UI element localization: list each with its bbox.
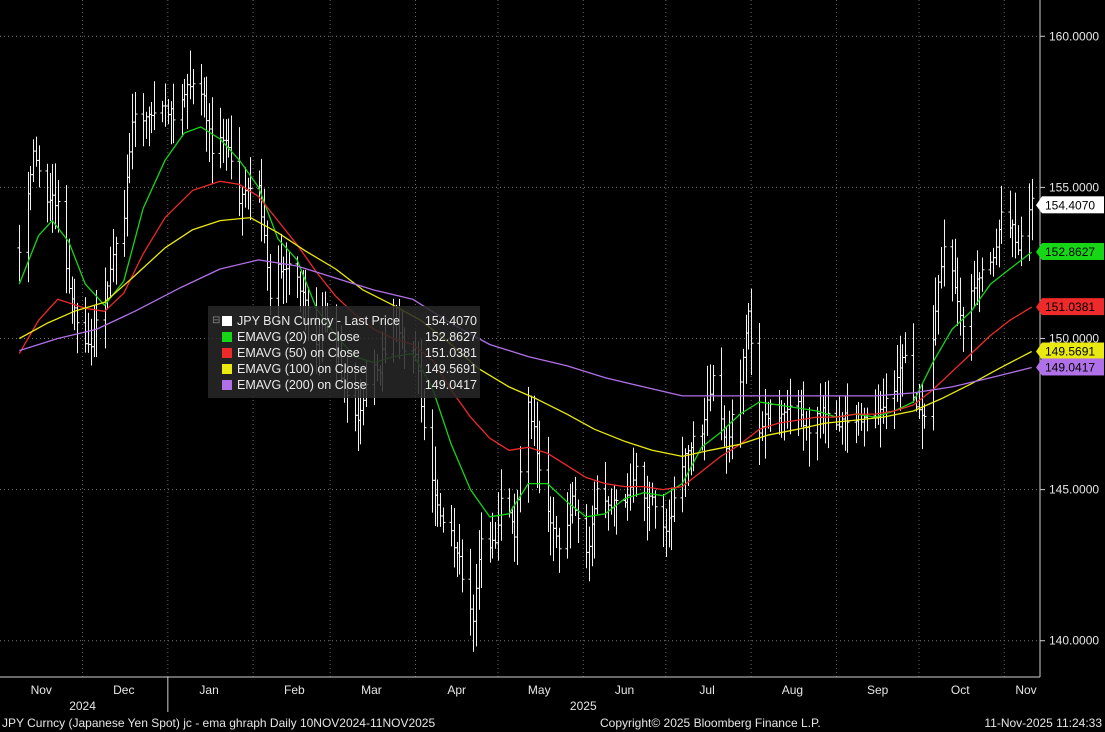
legend-label: EMAVG (50) on Close xyxy=(237,346,360,360)
ema-lines xyxy=(18,126,1033,518)
ema-line-1 xyxy=(18,180,1033,491)
x-tick-label: May xyxy=(528,683,551,697)
legend-label: EMAVG (100) on Close xyxy=(237,362,367,376)
legend-row-price[interactable]: JPY BGN Curncy - Last Price 154.4070 xyxy=(222,313,477,329)
last-value-tag xyxy=(1042,298,1104,316)
swatch-icon xyxy=(222,332,232,342)
legend-row-ema20[interactable]: EMAVG (20) on Close 152.8627 xyxy=(222,329,477,345)
last-value-tag-arrow xyxy=(1036,358,1042,376)
legend-label: EMAVG (200) on Close xyxy=(237,378,367,392)
last-value-tag-arrow xyxy=(1036,298,1042,316)
last-value-tag-arrow xyxy=(1036,342,1042,360)
legend-row-ema100[interactable]: EMAVG (100) on Close 149.5691 xyxy=(222,361,477,377)
copyright-text: Copyright© 2025 Bloomberg Finance L.P. xyxy=(600,716,821,730)
legend[interactable]: ⊟ JPY BGN Curncy - Last Price 154.4070 EM… xyxy=(208,306,480,398)
legend-row-ema50[interactable]: EMAVG (50) on Close 151.0381 xyxy=(222,345,477,361)
y-tick-label: 140.0000 xyxy=(1049,634,1099,648)
ema-line-2 xyxy=(18,216,1033,458)
last-value-tag xyxy=(1042,358,1104,376)
swatch-icon xyxy=(222,364,232,374)
legend-collapse-icon[interactable]: ⊟ xyxy=(212,315,221,326)
x-tick-label: Nov xyxy=(31,683,52,697)
x-tick-label: Nov xyxy=(1015,683,1036,697)
x-tick-label: Dec xyxy=(113,683,134,697)
x-tick-label: Apr xyxy=(447,683,466,697)
last-value-tag-label: 152.8627 xyxy=(1045,245,1095,259)
swatch-icon xyxy=(222,316,232,326)
legend-value: 152.8627 xyxy=(424,330,477,344)
last-value-tag-label: 151.0381 xyxy=(1045,300,1095,314)
x-tick-label: Feb xyxy=(284,683,305,697)
legend-value: 151.0381 xyxy=(424,346,477,360)
x-tick-label: Jun xyxy=(615,683,634,697)
chart-title-footer: JPY Curncy (Japanese Yen Spot) jc - ema … xyxy=(2,716,436,730)
last-value-tag-arrow xyxy=(1036,196,1042,214)
y-tick-label: 160.0000 xyxy=(1049,29,1099,43)
last-value-tag xyxy=(1042,342,1104,360)
legend-value: 149.0417 xyxy=(424,378,477,392)
legend-label: EMAVG (20) on Close xyxy=(237,330,360,344)
ema-line-3 xyxy=(19,259,1032,397)
x-tick-label: Jul xyxy=(699,683,714,697)
last-value-tag xyxy=(1042,196,1104,214)
legend-value: 154.4070 xyxy=(424,314,477,328)
x-axis-ticks: Nov Dec Jan Feb Mar Apr May Jun Jul Aug Sep Oct Nov 2… xyxy=(31,677,1037,712)
swatch-icon xyxy=(222,348,232,358)
year-label: 2025 xyxy=(570,699,597,712)
last-value-tag xyxy=(1042,242,1104,260)
x-tick-label: Jan xyxy=(199,683,218,697)
last-value-tag-label: 154.4070 xyxy=(1045,198,1095,212)
x-tick-label: Sep xyxy=(867,683,889,697)
x-tick-label: Aug xyxy=(782,683,803,697)
last-value-tag-label: 149.5691 xyxy=(1045,345,1095,359)
legend-label: JPY BGN Curncy - Last Price xyxy=(237,314,401,328)
x-tick-label: Mar xyxy=(361,683,382,697)
y-axis-ticks: 160.0000 155.0000 150.0000 145.0000 140.0000 xyxy=(1040,29,1099,648)
legend-row-ema200[interactable]: EMAVG (200) on Close 149.0417 xyxy=(222,377,477,393)
timestamp: 11-Nov-2025 11:24:33 xyxy=(984,716,1102,730)
swatch-icon xyxy=(222,380,232,390)
y-tick-label: 150.0000 xyxy=(1049,332,1099,346)
y-tick-label: 145.0000 xyxy=(1049,483,1099,497)
x-tick-label: Oct xyxy=(951,683,970,697)
last-value-tag-label: 149.0417 xyxy=(1045,360,1095,374)
year-label: 2024 xyxy=(69,699,96,712)
legend-value: 149.5691 xyxy=(424,362,477,376)
price-chart[interactable]: 160.0000 155.0000 150.0000 145.0000 140.0000… xyxy=(0,0,1105,712)
last-value-tag-arrow xyxy=(1036,242,1042,260)
y-tick-label: 155.0000 xyxy=(1049,180,1099,194)
